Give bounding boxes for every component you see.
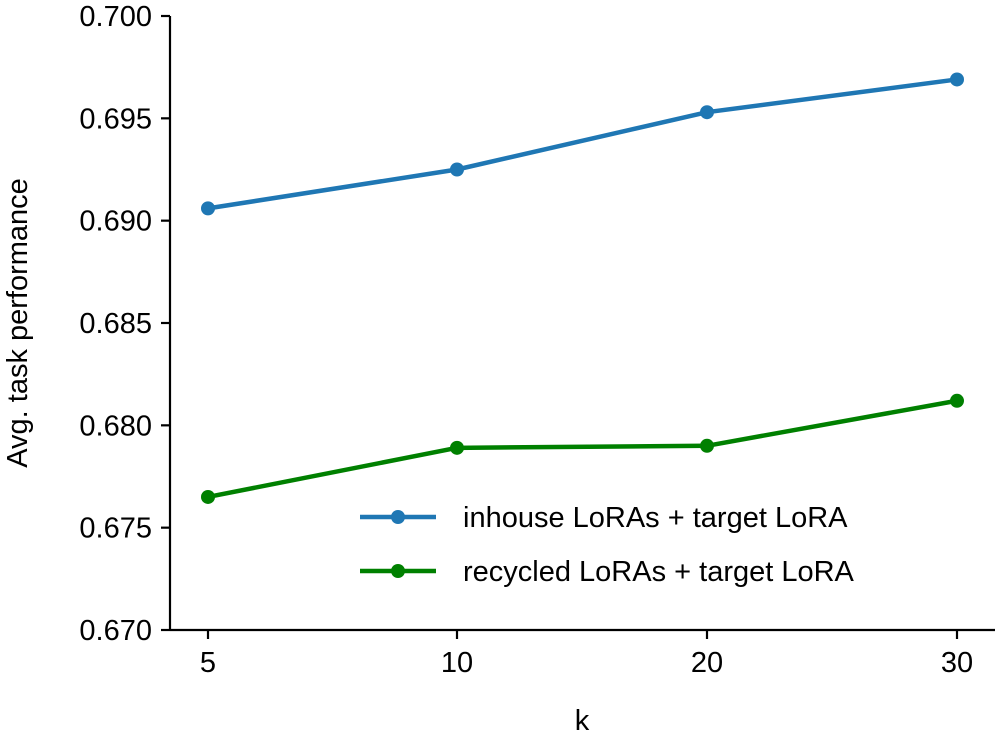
series-2-point: [700, 438, 714, 453]
x-tick-label: 10: [441, 647, 473, 679]
x-tick-label: 5: [200, 647, 216, 679]
y-tick-label: 0.695: [79, 103, 152, 135]
legend-label-2: recycled LoRAs + target LoRA: [463, 556, 855, 588]
x-axis-label: k: [575, 705, 590, 737]
axes: [168, 16, 995, 632]
y-axis-label: Avg. task performance: [2, 178, 34, 468]
y-tick-label: 0.690: [79, 206, 152, 238]
series-2-point: [201, 489, 215, 504]
series-1-point: [450, 162, 464, 177]
y-ticks: 0.670 0.675 0.680 0.685 0.690 0.695 0.700: [79, 1, 170, 647]
y-tick-label: 0.675: [79, 513, 152, 545]
series-line-2: [205, 398, 960, 500]
legend-label-1: inhouse LoRAs + target LoRA: [463, 502, 848, 534]
series-1-point: [950, 72, 964, 87]
y-tick-label: 0.680: [79, 410, 152, 442]
x-tick-label: 30: [941, 647, 973, 679]
x-ticks: 5 10 20 30: [200, 630, 973, 679]
series-1-point: [201, 201, 215, 216]
series-layer: [201, 72, 964, 504]
legend-marker-1: [391, 510, 405, 524]
series-line-1: [205, 77, 960, 211]
series-2-point: [950, 393, 964, 408]
x-tick-label: 20: [691, 647, 723, 679]
y-tick-label: 0.685: [79, 308, 152, 340]
y-tick-label: 0.670: [79, 615, 152, 647]
legend-marker-2: [391, 564, 405, 578]
series-1-point: [700, 105, 714, 120]
legend: inhouse LoRAs + target LoRA recycled LoRA…: [360, 502, 855, 588]
y-tick-label: 0.700: [79, 1, 152, 33]
series-2-point: [450, 440, 464, 455]
